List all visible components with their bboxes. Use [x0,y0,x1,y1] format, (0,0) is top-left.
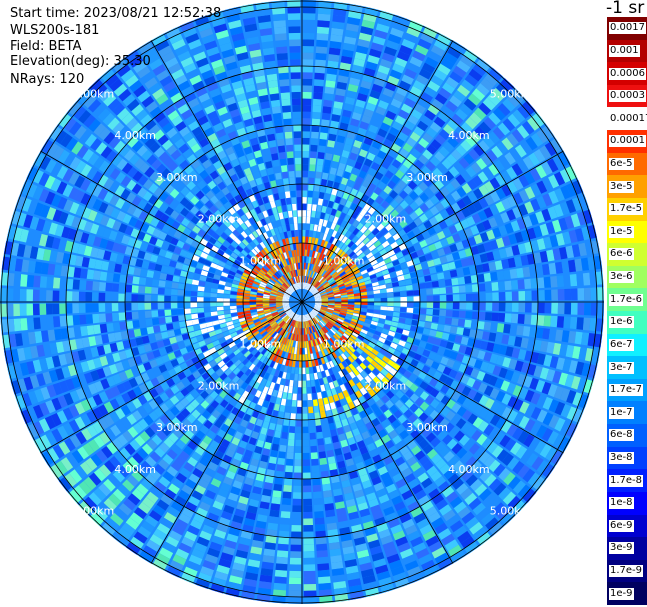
colorbar-tick-label: 0.0003 [609,90,646,102]
nrays-text: NRays: 120 [10,72,84,87]
range-ring-label: 3.00km [156,421,198,434]
field-text: Field: BETA [10,39,81,54]
station-name-text: WLS200s-181 [10,23,99,38]
colorbar-tick-label: 3e-6 [609,271,634,283]
colorbar-tick-label: 1e-8 [609,497,634,509]
range-ring-label: 1.00km [323,338,365,351]
colorbar-tick-label: 0.001 [609,45,640,57]
range-ring-label: 3.00km [406,171,448,184]
range-ring-label: 5.00km [490,505,532,518]
range-ring-label: 2.00km [365,379,407,392]
colorbar-tick-label: 0.00017 [609,113,647,125]
colorbar-tick-label: 6e-9 [609,520,634,532]
range-ring-label: 5.00km [73,505,115,518]
colorbar-tick-label: 6e-7 [609,339,634,351]
colorbar: 0.0017 0.001 0.0006 0.0003 0.00017 0.0001 6e-5… [607,17,647,605]
colorbar-tick-label: 3e-8 [609,452,634,464]
colorbar-tick-label: 1e-9 [609,588,634,600]
colorbar-tick-label: 6e-5 [609,158,634,170]
range-ring-label: 4.00km [114,129,156,142]
colorbar-tick-label: 3e-9 [609,542,634,554]
range-ring-label: 1.00km [239,254,281,267]
start-time-text: Start time: 2023/08/21 12:52:38 [10,6,221,21]
colorbar-tick-label: 1.7e-7 [609,384,643,396]
colorbar-title: -1 sr [606,0,644,18]
range-ring-label: 4.00km [448,129,490,142]
range-ring-label: 5.00km [73,87,115,100]
colorbar-tick-label: 0.0001 [609,135,646,147]
colorbar-tick-label: 1.7e-8 [609,475,643,487]
colorbar-tick-label: 1e-6 [609,316,634,328]
range-ring-label: 3.00km [156,171,198,184]
colorbar-tick-label: 1.7e-5 [609,203,643,215]
range-ring-label: 1.00km [323,254,365,267]
colorbar-tick-label: 0.0017 [609,22,646,34]
colorbar-tick-label: 6e-8 [609,429,634,441]
elevation-text: Elevation(deg): 35.30 [10,54,151,69]
colorbar-tick-label: 6e-6 [609,248,634,260]
range-ring-label: 4.00km [448,463,490,476]
colorbar-tick-label: 1.7e-6 [609,294,643,306]
colorbar-tick-label: 1e-5 [609,226,634,238]
range-ring-label: 3.00km [406,421,448,434]
colorbar-tick-label: 1e-7 [609,407,634,419]
range-ring-label: 2.00km [198,379,240,392]
colorbar-tick-label: 1.7e-9 [609,565,643,577]
range-ring-label: 2.00km [198,213,240,226]
range-ring-label: 5.00km [490,87,532,100]
range-ring-label: 2.00km [365,213,407,226]
colorbar-tick-label: 3e-7 [609,362,634,374]
colorbar-tick-label: 3e-5 [609,181,634,193]
colorbar-tick-label: 0.0006 [609,68,646,80]
range-ring-label: 4.00km [114,463,156,476]
range-ring-label: 1.00km [239,338,281,351]
